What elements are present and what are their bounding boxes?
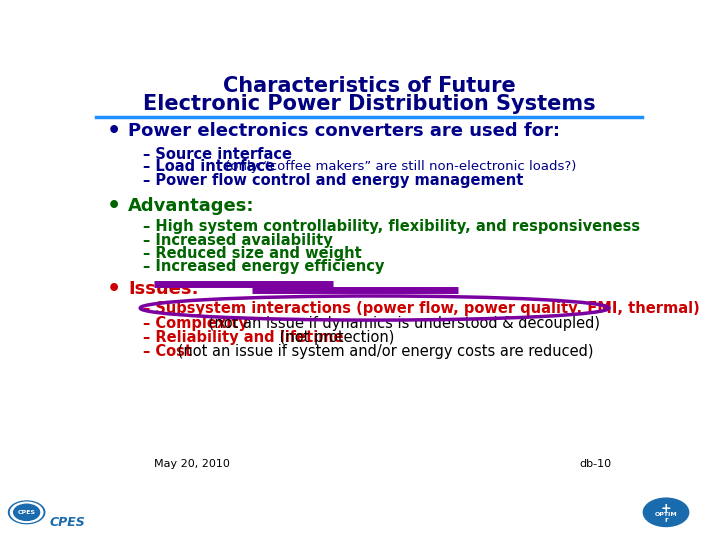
- Text: Power electronics converters are used for:: Power electronics converters are used fo…: [128, 123, 560, 140]
- Text: Electronic Power Distribution Systems: Electronic Power Distribution Systems: [143, 94, 595, 114]
- Text: Characteristics of Future: Characteristics of Future: [222, 76, 516, 96]
- Circle shape: [10, 502, 43, 523]
- Text: OPTIM: OPTIM: [654, 512, 678, 517]
- Text: – Subsystem interactions (power flow, power quality, EMI, thermal): – Subsystem interactions (power flow, po…: [143, 301, 700, 315]
- Text: Issues:: Issues:: [128, 280, 199, 298]
- Text: r: r: [665, 517, 667, 523]
- Text: •: •: [107, 122, 121, 141]
- Text: – Reduced size and weight: – Reduced size and weight: [143, 246, 361, 261]
- Text: +: +: [661, 502, 671, 515]
- Text: – Load interface: – Load interface: [143, 159, 275, 174]
- Text: (not an issue if system and/or energy costs are reduced): (not an issue if system and/or energy co…: [174, 344, 594, 359]
- Text: – High system controllability, flexibility, and responsiveness: – High system controllability, flexibili…: [143, 219, 640, 234]
- Text: CPES: CPES: [17, 510, 36, 515]
- Circle shape: [9, 501, 45, 524]
- Text: Advantages:: Advantages:: [128, 197, 254, 215]
- Text: db-10: db-10: [580, 459, 612, 469]
- Text: CPES: CPES: [50, 516, 85, 529]
- Text: (not protection): (not protection): [275, 330, 395, 345]
- Text: – Cost: – Cost: [143, 344, 192, 359]
- Text: •: •: [107, 196, 121, 216]
- Text: – Source interface: – Source interface: [143, 147, 292, 161]
- Text: (not an issue if dynamics is understood & decoupled): (not an issue if dynamics is understood …: [204, 316, 600, 331]
- Text: – Power flow control and energy management: – Power flow control and energy manageme…: [143, 173, 523, 188]
- Text: – Increased availability: – Increased availability: [143, 233, 333, 248]
- Circle shape: [644, 498, 688, 526]
- Text: – Increased energy efficiency: – Increased energy efficiency: [143, 259, 384, 274]
- Text: – Reliability and lifetime: – Reliability and lifetime: [143, 330, 343, 345]
- Text: May 20, 2010: May 20, 2010: [154, 459, 230, 469]
- Text: •: •: [107, 279, 121, 299]
- Circle shape: [14, 504, 40, 521]
- Text: – Complexity: – Complexity: [143, 316, 248, 331]
- Text: (only “coffee makers” are still non-electronic loads?): (only “coffee makers” are still non-elec…: [221, 160, 577, 173]
